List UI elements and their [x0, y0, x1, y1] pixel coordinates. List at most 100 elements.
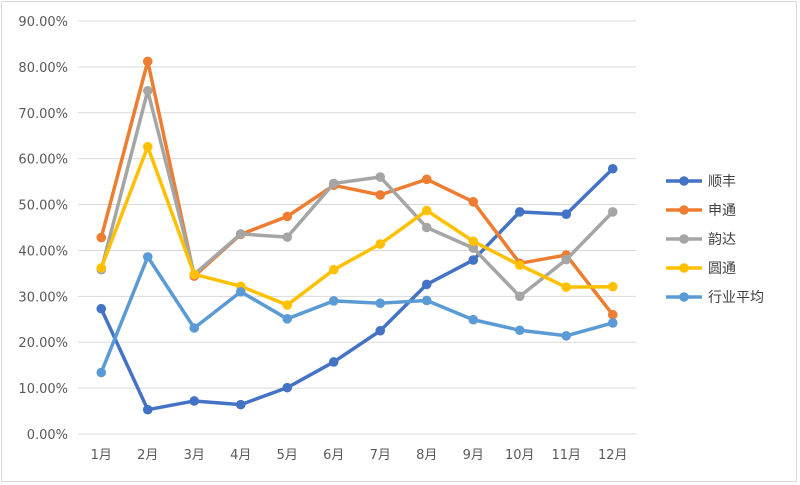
legend-label: 韵达	[708, 232, 736, 248]
x-tick-label: 3月	[184, 448, 205, 463]
data-point	[607, 318, 618, 328]
legend-item: 行业平均	[666, 290, 764, 306]
data-point	[189, 269, 200, 280]
series-line	[99, 59, 615, 317]
data-point	[561, 254, 572, 265]
data-point	[328, 264, 339, 275]
x-tick-label: 5月	[277, 448, 298, 463]
data-point	[607, 207, 618, 217]
series-line	[99, 167, 615, 412]
x-tick-label: 12月	[598, 448, 628, 463]
data-point	[421, 279, 432, 290]
y-tick-label: 30.00%	[18, 290, 68, 305]
data-point	[189, 323, 200, 333]
y-tick-label: 10.00%	[18, 382, 68, 397]
x-tick-label: 9月	[463, 448, 484, 463]
data-point	[421, 205, 432, 216]
y-tick-label: 80.00%	[18, 61, 68, 76]
data-point	[421, 174, 432, 185]
data-point	[96, 303, 107, 314]
x-tick-label: 4月	[230, 448, 251, 463]
legend-label: 圆通	[708, 261, 736, 277]
data-point	[607, 309, 618, 320]
y-tick-label: 50.00%	[18, 199, 68, 214]
x-tick-label: 11月	[551, 448, 581, 463]
data-point	[375, 298, 386, 309]
series-line	[99, 144, 615, 307]
data-point	[375, 325, 386, 336]
y-tick-label: 40.00%	[18, 244, 68, 259]
data-point	[328, 178, 339, 189]
data-point	[235, 399, 246, 410]
data-point	[561, 282, 572, 292]
data-point	[514, 207, 525, 217]
y-tick-label: 0.00%	[27, 428, 68, 443]
data-point	[142, 85, 153, 96]
x-axis-ticks: 1月 2月 3月 4月 5月 6月 7月 8月 9月 10月 11月 12月	[91, 448, 628, 463]
data-point	[561, 209, 572, 219]
x-tick-label: 7月	[370, 448, 391, 463]
data-point	[468, 236, 479, 247]
data-point	[142, 56, 153, 67]
series-group	[96, 56, 618, 415]
series-2	[96, 85, 618, 302]
data-point	[375, 239, 386, 249]
series-3	[96, 141, 618, 310]
data-point	[189, 396, 200, 406]
legend-swatch-marker	[679, 234, 689, 244]
data-point	[142, 141, 153, 152]
gridlines	[78, 20, 636, 435]
data-point	[421, 222, 432, 233]
y-tick-label: 90.00%	[18, 15, 68, 30]
data-point	[375, 172, 386, 182]
data-point	[514, 325, 525, 336]
data-point	[421, 295, 432, 306]
x-tick-label: 10月	[505, 448, 535, 463]
data-point	[282, 314, 293, 324]
data-point	[235, 286, 246, 297]
legend-item: 圆通	[666, 261, 736, 277]
legend-label: 顺丰	[708, 174, 736, 190]
data-point	[514, 260, 525, 270]
legend-label: 行业平均	[708, 290, 764, 306]
x-tick-label: 2月	[137, 448, 158, 463]
y-tick-label: 60.00%	[18, 153, 68, 168]
data-point	[142, 404, 153, 415]
data-point	[468, 243, 479, 253]
legend-swatch-marker	[679, 263, 689, 273]
y-tick-label: 20.00%	[18, 336, 68, 351]
legend-swatch-marker	[679, 292, 689, 302]
legend-item: 顺丰	[666, 174, 736, 190]
data-point	[328, 357, 339, 367]
data-point	[375, 190, 386, 200]
y-axis-ticks: 0.00% 10.00% 20.00% 30.00% 40.00% 50.00% 60.00…	[18, 15, 68, 443]
legend-item: 韵达	[666, 232, 736, 248]
data-point	[282, 300, 293, 310]
x-tick-label: 8月	[416, 448, 437, 463]
data-point	[468, 255, 479, 265]
data-point	[282, 211, 293, 222]
series-line	[99, 255, 615, 375]
data-point	[468, 197, 479, 207]
data-point	[96, 367, 107, 378]
data-point	[514, 291, 525, 302]
data-point	[328, 296, 339, 306]
legend-item: 申通	[666, 203, 736, 219]
series-4	[96, 252, 618, 378]
y-tick-label: 70.00%	[18, 107, 68, 122]
data-point	[142, 252, 153, 262]
data-point	[235, 229, 246, 239]
x-tick-label: 6月	[323, 448, 344, 463]
legend-swatch-marker	[679, 205, 689, 215]
data-point	[561, 330, 572, 341]
data-point	[96, 232, 107, 243]
data-point	[96, 263, 107, 273]
x-tick-label: 1月	[91, 448, 112, 463]
series-0	[96, 163, 618, 415]
data-point	[607, 163, 618, 174]
data-point	[607, 281, 618, 292]
legend-label: 申通	[708, 203, 736, 219]
